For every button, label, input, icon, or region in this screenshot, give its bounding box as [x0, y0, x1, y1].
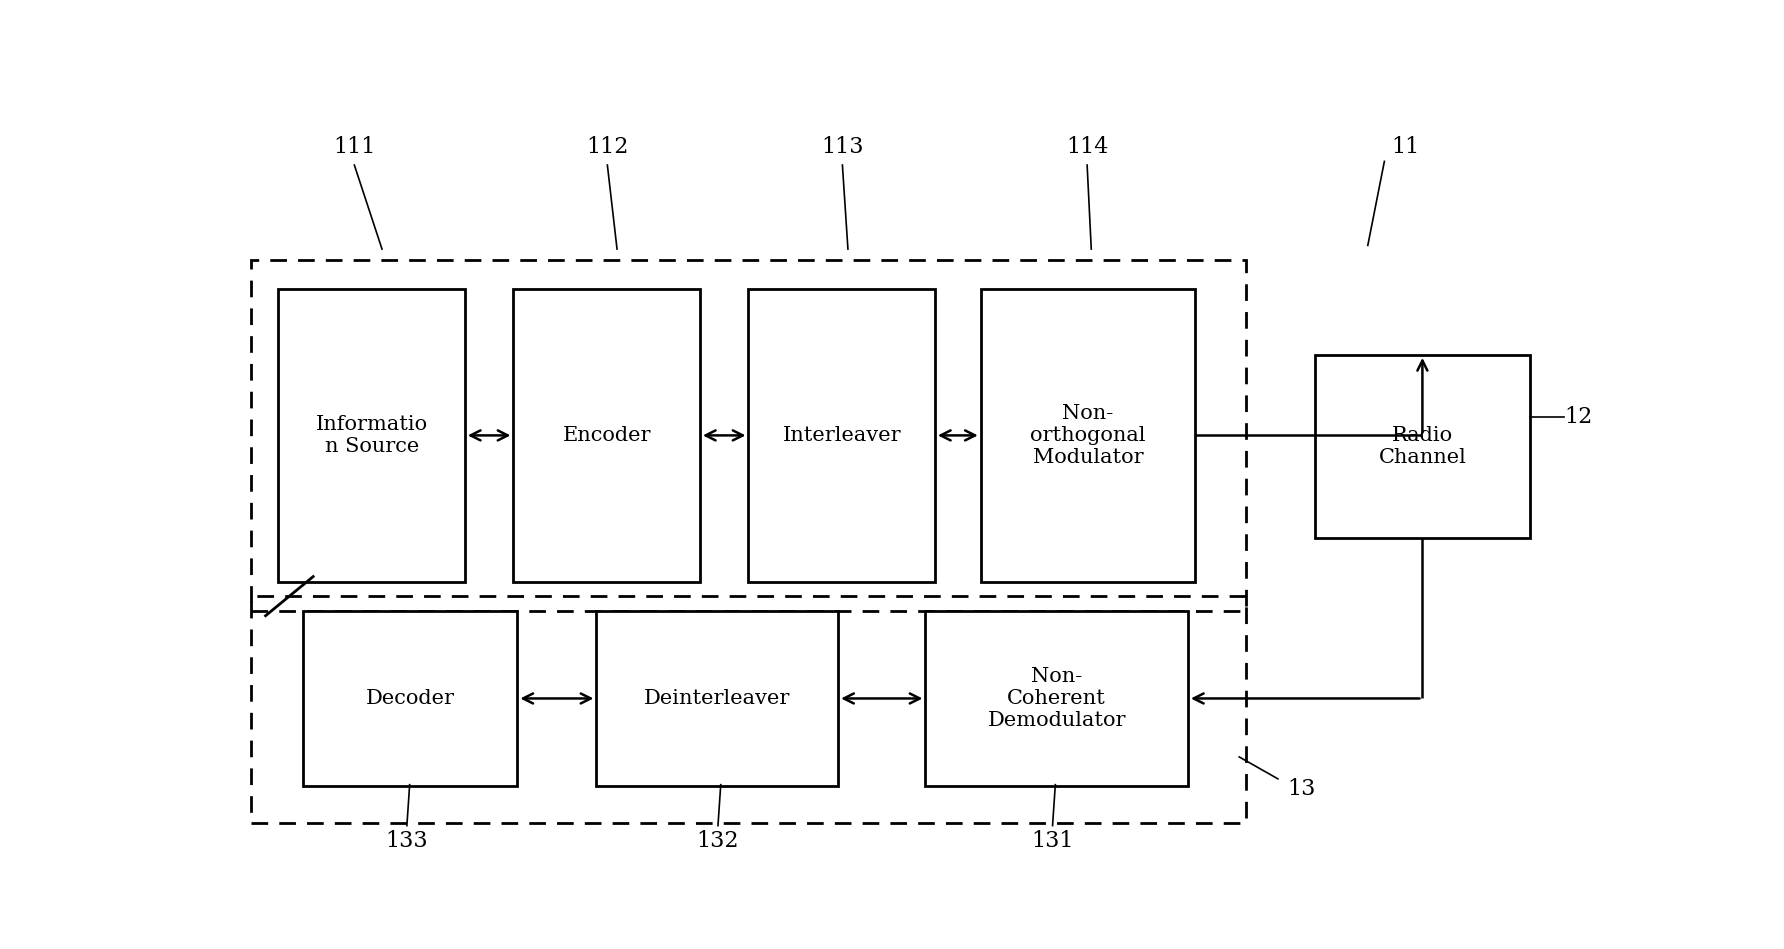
Bar	[250, 596, 1245, 823]
Bar	[749, 289, 935, 582]
Bar	[1315, 355, 1529, 538]
Text: 112: 112	[587, 136, 628, 158]
Text: Non-
orthogonal
Modulator: Non- orthogonal Modulator	[1029, 404, 1145, 467]
Bar	[926, 611, 1188, 786]
Text: 131: 131	[1031, 830, 1074, 852]
Bar	[250, 260, 1245, 611]
Text: 114: 114	[1065, 136, 1108, 158]
Text: Deinterleaver: Deinterleaver	[644, 689, 790, 708]
Text: Decoder: Decoder	[366, 689, 455, 708]
Text: 133: 133	[385, 830, 428, 852]
Text: 11: 11	[1392, 136, 1420, 158]
Text: 111: 111	[334, 136, 376, 158]
Text: Encoder: Encoder	[562, 426, 651, 445]
Bar	[596, 611, 838, 786]
Bar	[514, 289, 699, 582]
Text: Radio
Channel: Radio Channel	[1379, 426, 1466, 467]
Bar	[981, 289, 1195, 582]
Bar	[303, 611, 517, 786]
Text: Non-
Coherent
Demodulator: Non- Coherent Demodulator	[988, 667, 1126, 730]
Text: 113: 113	[821, 136, 863, 158]
Text: Informatio
n Source: Informatio n Source	[316, 415, 428, 456]
Text: 12: 12	[1565, 406, 1591, 428]
Bar	[278, 289, 466, 582]
Text: Interleaver: Interleaver	[783, 426, 901, 445]
Text: 13: 13	[1288, 778, 1315, 800]
Text: 132: 132	[698, 830, 739, 852]
